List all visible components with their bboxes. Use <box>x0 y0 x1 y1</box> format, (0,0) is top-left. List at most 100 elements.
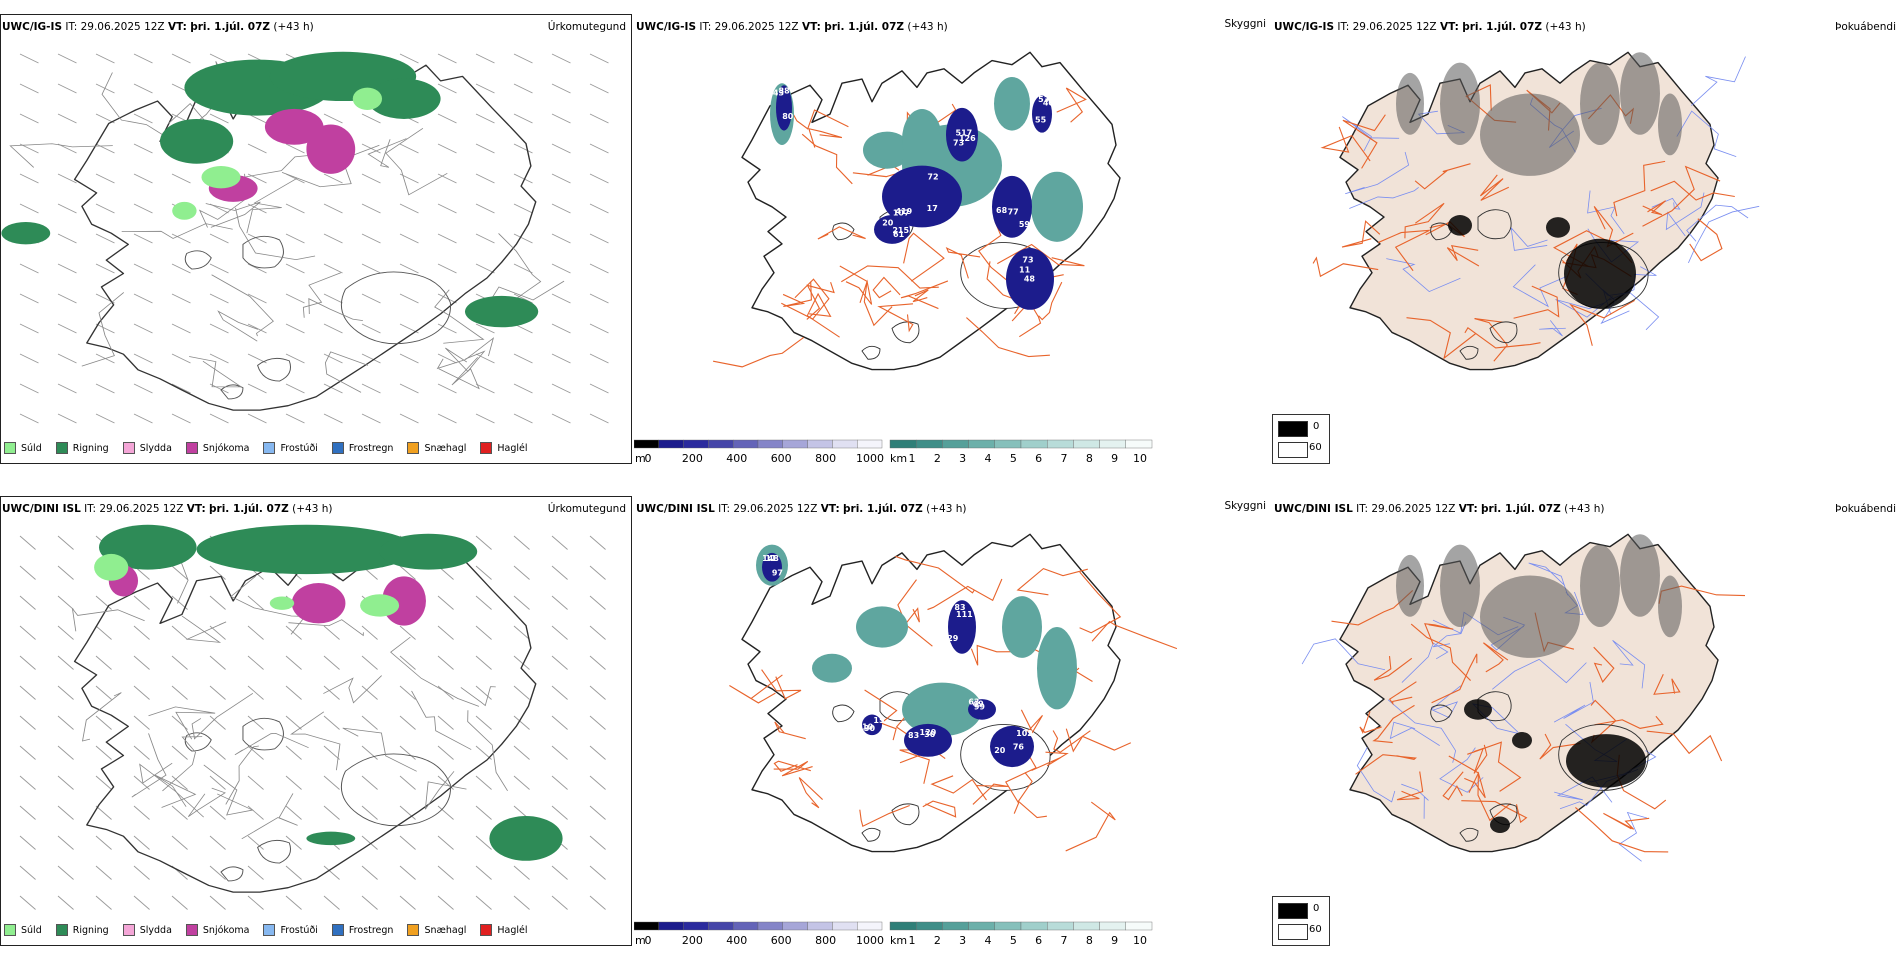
ceiling-visibility-colorbars: m0 200 400 600 800 1000 km 1 2 3 4 5 6 7 8 9 10 <box>634 921 1153 947</box>
visibility-color-step <box>1125 439 1153 449</box>
wind-barb <box>551 895 568 910</box>
road-line <box>1474 317 1509 362</box>
wind-barb <box>209 233 229 244</box>
wind-barb <box>323 323 343 334</box>
wind-barb <box>475 715 492 730</box>
low-visibility-area <box>902 682 982 737</box>
wind-barb <box>57 53 77 64</box>
legend-label: Frostúði <box>280 924 318 936</box>
wind-barb <box>437 383 457 394</box>
wind-barb <box>19 805 36 820</box>
wind-barb <box>57 745 74 760</box>
ceiling-value-label: 215 <box>892 225 909 235</box>
wind-barb <box>57 353 77 364</box>
wind-barb <box>323 233 343 244</box>
river-line <box>1612 640 1646 689</box>
wind-barb <box>437 625 454 640</box>
ceiling-value-label: 111 <box>956 609 973 619</box>
wind-barb <box>399 203 419 214</box>
high-fog-area <box>1490 816 1510 833</box>
legend-swatch <box>407 442 420 454</box>
wind-barb <box>57 805 74 820</box>
glacier-outline <box>1489 321 1518 344</box>
legend-item: Slydda <box>122 924 172 936</box>
wind-barb <box>323 263 343 274</box>
wind-barb <box>57 83 77 94</box>
road-line <box>1372 704 1415 744</box>
visibility-color-step <box>968 921 996 931</box>
wind-barb <box>19 685 36 700</box>
wind-barb <box>95 293 115 304</box>
wind-barb <box>361 805 378 820</box>
wind-barb <box>361 895 378 910</box>
wind-barb <box>475 83 495 94</box>
wind-barb <box>361 293 381 304</box>
wind-barb <box>323 805 340 820</box>
wind-barb <box>513 685 530 700</box>
ceiling-value-label: 83 <box>908 730 919 740</box>
wind-barb <box>589 745 606 760</box>
wind-barb <box>247 113 267 124</box>
low-ceiling-area <box>1006 248 1054 310</box>
wind-barb <box>19 895 36 910</box>
road-line <box>806 292 840 338</box>
ceiling-value-label: 30 <box>924 729 935 739</box>
wind-barb <box>171 775 188 790</box>
road-line <box>1396 771 1424 801</box>
wind-barb <box>133 173 153 184</box>
rain-area <box>306 831 356 846</box>
road-line <box>101 72 183 148</box>
legend-swatch <box>4 442 16 454</box>
wind-barb <box>551 83 571 94</box>
legend-label: Rigning <box>72 442 109 454</box>
legend-swatch <box>55 442 68 454</box>
road-line <box>801 133 853 185</box>
wind-barb <box>209 715 226 730</box>
wind-barb <box>361 745 378 760</box>
road-line <box>1642 165 1721 227</box>
wind-barb <box>361 203 381 214</box>
wind-barb <box>551 775 568 790</box>
wind-barb <box>361 263 381 274</box>
ceiling-tick-label: 400 <box>726 934 747 947</box>
ceiling-value-label: 20 <box>994 745 1005 755</box>
low-visibility-area <box>812 653 852 683</box>
wind-barb <box>399 715 416 730</box>
wind-barb <box>57 383 77 394</box>
ceiling-value-label: 517 <box>956 127 973 137</box>
wind-barb <box>95 143 115 154</box>
river-line <box>1342 116 1400 152</box>
road-line <box>246 177 298 234</box>
wind-barb <box>285 835 302 850</box>
glacier-outline <box>340 271 451 345</box>
wind-barb <box>399 805 416 820</box>
visibility-tick-label: 9 <box>1111 934 1118 947</box>
wind-barb <box>589 383 609 394</box>
wind-barb <box>399 655 416 670</box>
wind-barb <box>399 233 419 244</box>
river-line <box>1512 264 1567 308</box>
legend-item: Frostregn <box>331 442 393 454</box>
ceiling-color-step <box>782 921 808 931</box>
wind-barb <box>57 835 74 850</box>
legend-label: Haglél <box>497 924 528 936</box>
wind-barb <box>19 535 36 550</box>
wind-barb <box>133 715 150 730</box>
road-line <box>189 356 243 388</box>
legend-item: Snjókoma <box>185 924 249 936</box>
road-line <box>859 804 910 828</box>
legend-label: Rigning <box>72 924 109 936</box>
wind-barb <box>209 685 226 700</box>
wind-barb <box>475 203 495 214</box>
river-line <box>1492 658 1587 690</box>
wind-barb <box>247 835 264 850</box>
wind-barb <box>19 353 39 364</box>
ceiling-color-step <box>683 439 709 449</box>
wind-barb <box>95 715 112 730</box>
fog-key-swatch-max <box>1278 442 1308 458</box>
road-line <box>217 310 259 342</box>
low-ceiling-area <box>776 85 792 131</box>
ceiling-color-step <box>708 921 734 931</box>
precip-map-top <box>1 51 609 424</box>
parameter-label: Úrkomutegund <box>547 503 626 515</box>
